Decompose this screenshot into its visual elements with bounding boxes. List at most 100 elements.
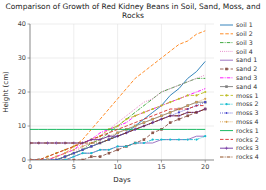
x-axis-label: Days xyxy=(113,176,131,184)
series-marker xyxy=(134,125,136,127)
legend-handle xyxy=(220,60,233,61)
series xyxy=(30,101,207,160)
chart: Comparison of Growth of Red Kidney Beans… xyxy=(0,0,266,190)
y-tick xyxy=(28,126,31,127)
legend-marker xyxy=(225,121,227,123)
series-marker xyxy=(81,145,83,147)
series xyxy=(30,108,207,160)
legend-label: sand 1 xyxy=(236,56,257,63)
series-marker xyxy=(117,145,119,147)
y-tick-label: 0 xyxy=(22,156,26,164)
series-marker xyxy=(90,155,93,158)
series-marker xyxy=(81,149,84,152)
series-marker xyxy=(187,105,189,107)
series-marker xyxy=(125,118,127,120)
legend-label: moss 4 xyxy=(236,118,259,125)
legend-label: sand 4 xyxy=(236,83,257,90)
series-line xyxy=(30,136,205,160)
series-line xyxy=(30,106,205,160)
series-marker xyxy=(90,145,93,148)
series-line xyxy=(30,75,205,160)
series-marker xyxy=(46,159,49,160)
legend-handle xyxy=(220,104,233,105)
legend-label: sand 2 xyxy=(236,65,257,72)
title-line: Rocks xyxy=(122,11,144,20)
legend-marker xyxy=(225,103,227,105)
series-marker xyxy=(160,115,163,118)
series-marker xyxy=(160,139,162,141)
y-grid-line xyxy=(30,126,214,127)
y-tick-label: 20 xyxy=(18,88,26,96)
series-marker xyxy=(204,101,206,103)
series-marker xyxy=(195,101,198,104)
series-line xyxy=(30,102,205,160)
series-marker xyxy=(108,149,110,151)
series-marker xyxy=(134,142,136,144)
series-marker xyxy=(143,142,145,144)
series-marker xyxy=(117,125,119,127)
series-marker xyxy=(99,155,102,158)
x-grid-line xyxy=(30,24,31,160)
series-marker xyxy=(204,98,206,100)
x-grid-line xyxy=(205,24,206,160)
legend-handle xyxy=(220,139,233,140)
series xyxy=(30,91,206,160)
series-marker xyxy=(134,115,136,117)
legend-handle xyxy=(220,95,233,96)
series-marker xyxy=(73,159,76,160)
legend-label: rocks 4 xyxy=(236,153,259,160)
series-marker xyxy=(46,159,49,160)
series-marker xyxy=(204,91,206,93)
series-marker xyxy=(73,156,75,158)
legend-label: rocks 3 xyxy=(236,144,259,151)
legend-label: soil 2 xyxy=(236,30,253,37)
series-marker xyxy=(125,145,127,147)
series-marker xyxy=(187,94,189,96)
series-marker xyxy=(152,118,154,120)
series-marker xyxy=(151,132,154,135)
legend-label: moss 3 xyxy=(236,109,259,116)
legend-label: soil 4 xyxy=(236,48,253,55)
series-marker xyxy=(178,118,181,121)
series-line xyxy=(30,136,205,160)
title-line: Comparison of Growth of Red Kidney Beans… xyxy=(6,2,261,11)
legend-marker xyxy=(225,85,228,88)
legend-handle xyxy=(220,42,233,43)
series-marker xyxy=(160,115,162,117)
series xyxy=(30,135,206,160)
series-marker xyxy=(73,152,76,155)
y-tick-label: 10 xyxy=(18,122,26,130)
axes: 05101520010203040 xyxy=(18,20,214,171)
series-marker xyxy=(108,152,111,155)
series-marker xyxy=(178,111,180,113)
series xyxy=(30,61,205,160)
series-marker xyxy=(195,94,197,96)
series-marker xyxy=(143,122,145,124)
series-marker xyxy=(107,135,110,138)
series-marker xyxy=(64,159,66,160)
series-marker xyxy=(143,138,146,141)
series-marker xyxy=(195,139,197,141)
series-marker xyxy=(55,156,57,158)
legend-handle xyxy=(220,157,233,158)
legend-label: soil 1 xyxy=(236,21,253,28)
y-tick xyxy=(28,24,31,25)
legend-handle xyxy=(220,33,233,34)
series-line xyxy=(30,89,205,160)
series-marker xyxy=(64,155,67,158)
x-tick-label: 5 xyxy=(72,163,76,171)
legend-marker xyxy=(225,147,228,150)
series-marker xyxy=(186,104,189,107)
legend-handle xyxy=(220,86,233,87)
series-marker xyxy=(152,139,154,141)
series-marker xyxy=(55,159,57,160)
series-marker xyxy=(204,135,206,137)
series-marker xyxy=(169,101,171,103)
series-marker xyxy=(116,132,119,135)
series-marker xyxy=(134,125,137,128)
legend-handle xyxy=(220,113,233,114)
series-marker xyxy=(90,138,93,141)
y-tick xyxy=(28,92,31,93)
series xyxy=(30,107,207,144)
legend-label: moss 2 xyxy=(236,100,259,107)
